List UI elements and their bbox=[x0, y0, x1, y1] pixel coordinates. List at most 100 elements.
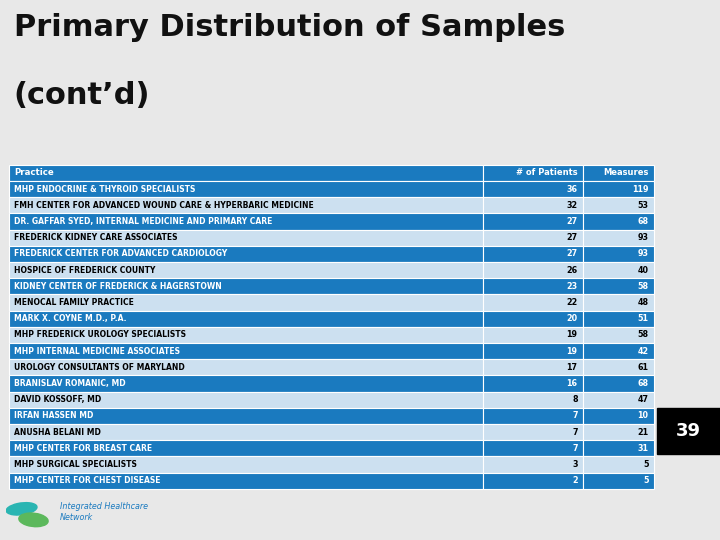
Text: 48: 48 bbox=[637, 298, 649, 307]
Bar bbox=[9, 246, 483, 262]
Bar bbox=[582, 213, 654, 230]
Bar bbox=[9, 213, 483, 230]
Bar bbox=[9, 181, 483, 197]
Ellipse shape bbox=[6, 503, 37, 515]
Text: FREDERICK KIDNEY CARE ASSOCIATES: FREDERICK KIDNEY CARE ASSOCIATES bbox=[14, 233, 177, 242]
Text: 22: 22 bbox=[567, 298, 577, 307]
Text: Primary Distribution of Samples: Primary Distribution of Samples bbox=[14, 13, 565, 42]
Text: (cont’d): (cont’d) bbox=[14, 80, 150, 110]
Bar bbox=[9, 278, 483, 294]
Bar bbox=[483, 359, 582, 375]
Text: 2: 2 bbox=[572, 476, 577, 485]
Text: 17: 17 bbox=[567, 363, 577, 372]
Text: 68: 68 bbox=[637, 379, 649, 388]
Bar bbox=[582, 262, 654, 278]
Bar bbox=[483, 472, 582, 489]
Bar bbox=[9, 424, 483, 440]
Bar bbox=[9, 440, 483, 456]
Text: BRANISLAV ROMANIC, MD: BRANISLAV ROMANIC, MD bbox=[14, 379, 125, 388]
Bar bbox=[582, 181, 654, 197]
Bar bbox=[483, 165, 582, 181]
Text: MHP CENTER FOR BREAST CARE: MHP CENTER FOR BREAST CARE bbox=[14, 444, 152, 453]
Bar bbox=[9, 359, 483, 375]
Text: 68: 68 bbox=[637, 217, 649, 226]
Bar bbox=[582, 392, 654, 408]
Text: 20: 20 bbox=[567, 314, 577, 323]
Bar bbox=[483, 181, 582, 197]
Text: 27: 27 bbox=[567, 217, 577, 226]
Text: 32: 32 bbox=[567, 201, 577, 210]
Text: 93: 93 bbox=[638, 233, 649, 242]
Bar bbox=[582, 278, 654, 294]
Bar bbox=[483, 230, 582, 246]
Text: MHP FREDERICK UROLOGY SPECIALISTS: MHP FREDERICK UROLOGY SPECIALISTS bbox=[14, 330, 186, 339]
Text: 3: 3 bbox=[572, 460, 577, 469]
Text: DAVID KOSSOFF, MD: DAVID KOSSOFF, MD bbox=[14, 395, 101, 404]
Bar bbox=[9, 262, 483, 278]
Text: 93: 93 bbox=[638, 249, 649, 258]
Bar bbox=[9, 472, 483, 489]
Text: 5: 5 bbox=[643, 460, 649, 469]
Bar bbox=[9, 310, 483, 327]
Text: MENOCAL FAMILY PRACTICE: MENOCAL FAMILY PRACTICE bbox=[14, 298, 134, 307]
Text: MARK X. COYNE M.D., P.A.: MARK X. COYNE M.D., P.A. bbox=[14, 314, 126, 323]
Text: 58: 58 bbox=[637, 330, 649, 339]
Bar bbox=[582, 294, 654, 310]
Bar bbox=[657, 408, 720, 454]
Text: 39: 39 bbox=[676, 422, 701, 440]
Bar bbox=[483, 294, 582, 310]
Bar bbox=[582, 230, 654, 246]
Text: 40: 40 bbox=[638, 266, 649, 274]
Text: FMH CENTER FOR ADVANCED WOUND CARE & HYPERBARIC MEDICINE: FMH CENTER FOR ADVANCED WOUND CARE & HYP… bbox=[14, 201, 313, 210]
Bar bbox=[582, 343, 654, 359]
Bar bbox=[582, 424, 654, 440]
Text: 7: 7 bbox=[572, 428, 577, 436]
Text: 42: 42 bbox=[637, 347, 649, 355]
Text: 31: 31 bbox=[638, 444, 649, 453]
Bar bbox=[582, 456, 654, 472]
Text: 51: 51 bbox=[638, 314, 649, 323]
Bar bbox=[9, 375, 483, 391]
Bar bbox=[9, 456, 483, 472]
Bar bbox=[483, 392, 582, 408]
Text: 7: 7 bbox=[572, 411, 577, 420]
Text: Integrated Healthcare
Network: Integrated Healthcare Network bbox=[60, 502, 148, 522]
Bar bbox=[582, 472, 654, 489]
Text: 19: 19 bbox=[567, 330, 577, 339]
Text: 119: 119 bbox=[632, 185, 649, 193]
Text: 10: 10 bbox=[638, 411, 649, 420]
Text: 8: 8 bbox=[572, 395, 577, 404]
Bar bbox=[483, 408, 582, 424]
Bar bbox=[582, 310, 654, 327]
Text: 58: 58 bbox=[637, 282, 649, 291]
Bar bbox=[483, 424, 582, 440]
Text: 36: 36 bbox=[567, 185, 577, 193]
Bar bbox=[483, 246, 582, 262]
Text: 5: 5 bbox=[643, 476, 649, 485]
Bar bbox=[483, 262, 582, 278]
Text: HOSPICE OF FREDERICK COUNTY: HOSPICE OF FREDERICK COUNTY bbox=[14, 266, 156, 274]
Text: MHP INTERNAL MEDICINE ASSOCIATES: MHP INTERNAL MEDICINE ASSOCIATES bbox=[14, 347, 180, 355]
Bar bbox=[582, 408, 654, 424]
Text: IRFAN HASSEN MD: IRFAN HASSEN MD bbox=[14, 411, 93, 420]
Bar bbox=[9, 392, 483, 408]
Text: 19: 19 bbox=[567, 347, 577, 355]
Text: KIDNEY CENTER OF FREDERICK & HAGERSTOWN: KIDNEY CENTER OF FREDERICK & HAGERSTOWN bbox=[14, 282, 222, 291]
Text: FREDERICK CENTER FOR ADVANCED CARDIOLOGY: FREDERICK CENTER FOR ADVANCED CARDIOLOGY bbox=[14, 249, 227, 258]
Text: DR. GAFFAR SYED, INTERNAL MEDICINE AND PRIMARY CARE: DR. GAFFAR SYED, INTERNAL MEDICINE AND P… bbox=[14, 217, 272, 226]
Bar bbox=[582, 327, 654, 343]
Bar bbox=[9, 408, 483, 424]
Bar bbox=[9, 294, 483, 310]
Ellipse shape bbox=[19, 513, 48, 526]
Bar bbox=[483, 440, 582, 456]
Text: MHP CENTER FOR CHEST DISEASE: MHP CENTER FOR CHEST DISEASE bbox=[14, 476, 161, 485]
Text: 7: 7 bbox=[572, 444, 577, 453]
Bar bbox=[483, 343, 582, 359]
Bar bbox=[582, 246, 654, 262]
Text: MHP SURGICAL SPECIALISTS: MHP SURGICAL SPECIALISTS bbox=[14, 460, 137, 469]
Bar bbox=[9, 197, 483, 213]
Bar bbox=[9, 343, 483, 359]
Bar bbox=[9, 230, 483, 246]
Text: UROLOGY CONSULTANTS OF MARYLAND: UROLOGY CONSULTANTS OF MARYLAND bbox=[14, 363, 184, 372]
Text: 23: 23 bbox=[567, 282, 577, 291]
